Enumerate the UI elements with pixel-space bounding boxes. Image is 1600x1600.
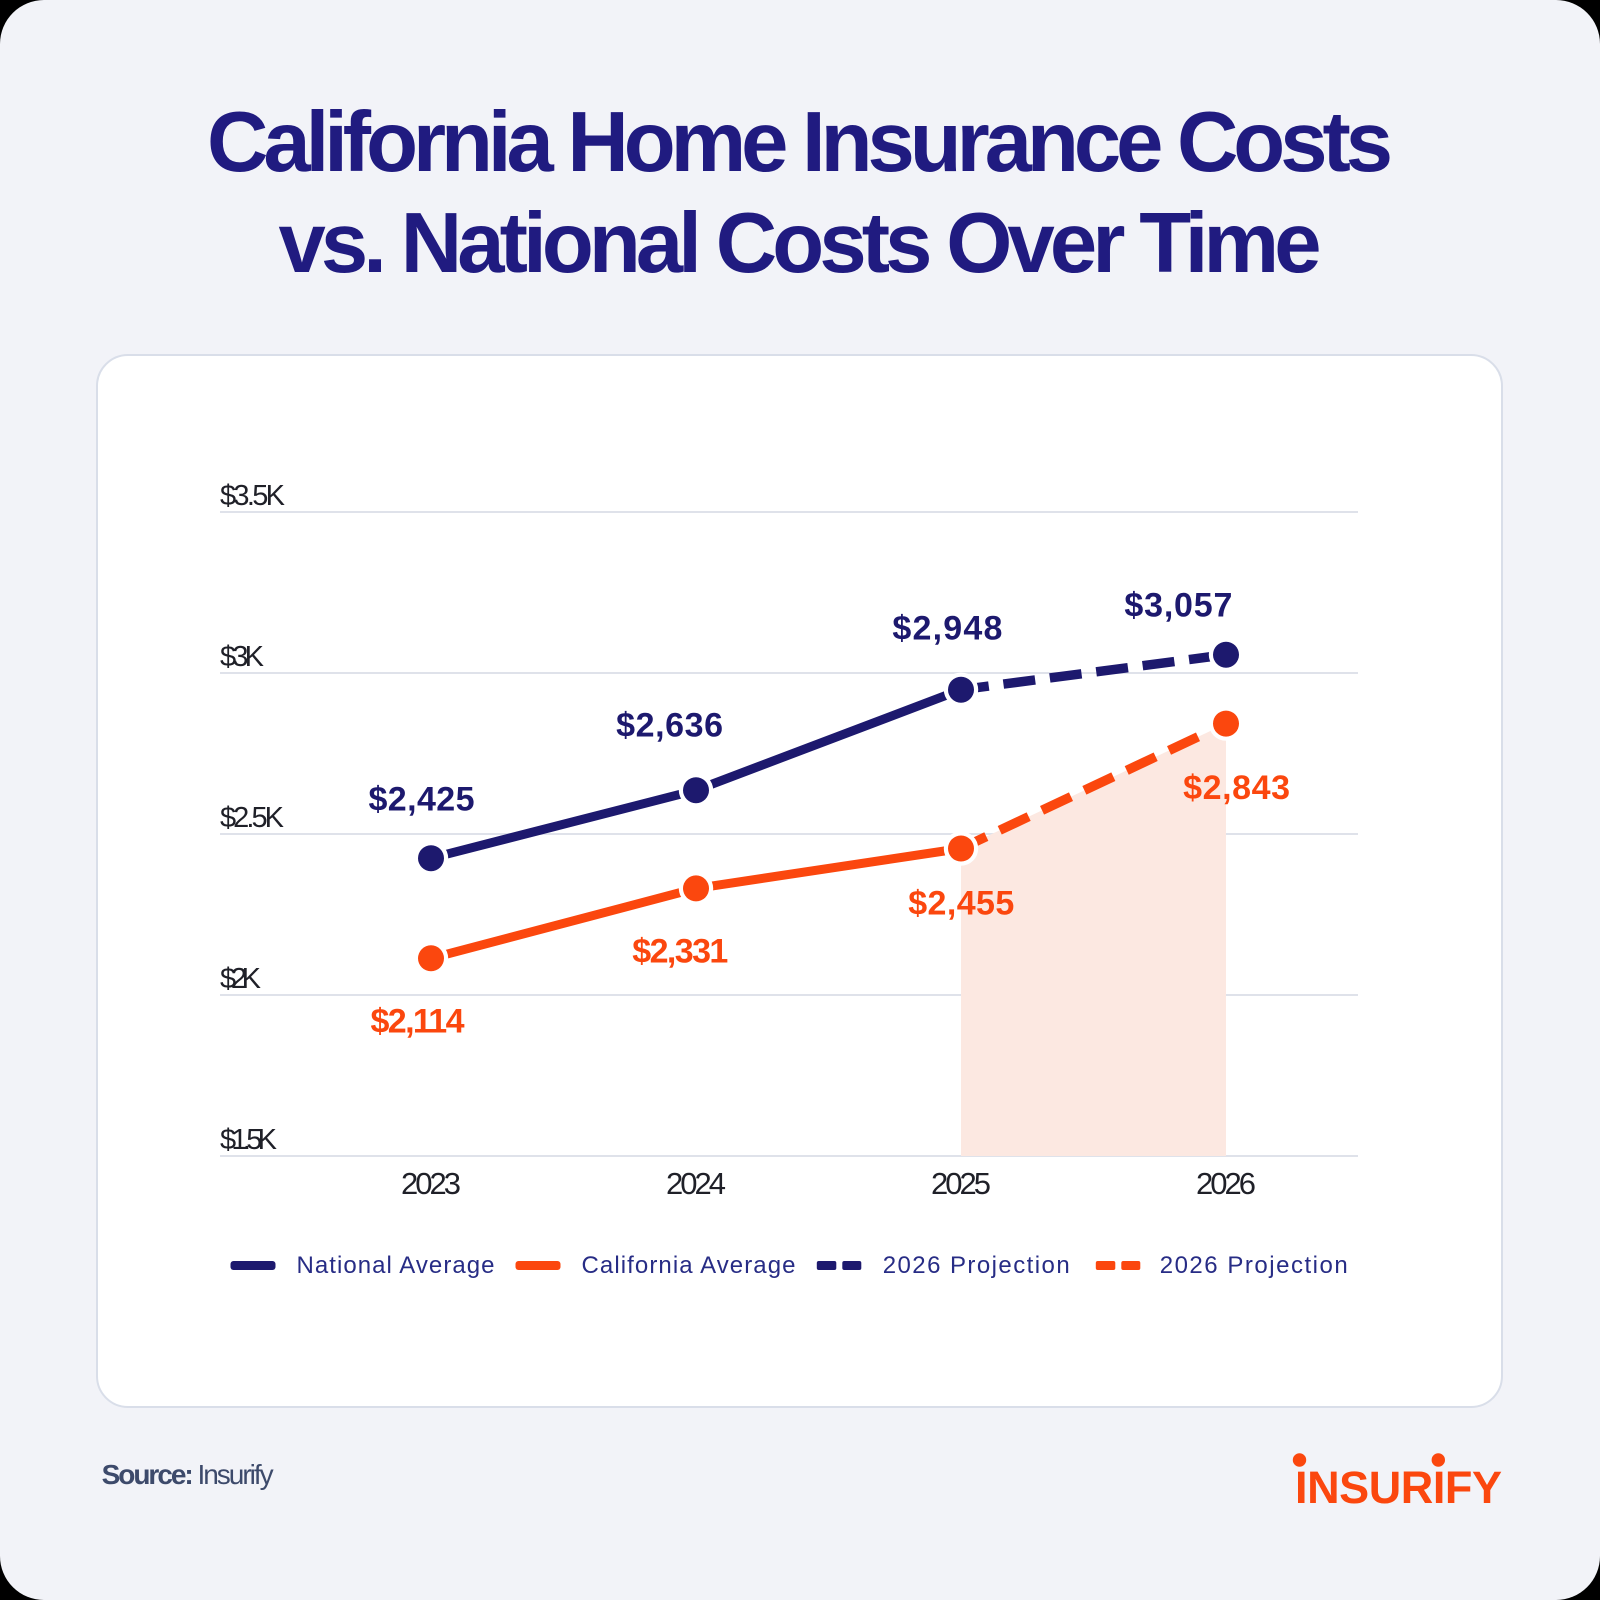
svg-text:$2,843: $2,843: [1183, 769, 1290, 807]
svg-text:2026: 2026: [1196, 1166, 1256, 1201]
svg-text:$3.5K: $3.5K: [220, 480, 286, 512]
svg-text:$2,948: $2,948: [892, 609, 1002, 647]
svg-text:$2,425: $2,425: [369, 781, 475, 819]
svg-text:$2,636: $2,636: [616, 706, 723, 744]
svg-text:California Average: California Average: [582, 1252, 796, 1279]
svg-text:2026 Projection: 2026 Projection: [1160, 1252, 1348, 1279]
svg-text:2025: 2025: [931, 1166, 991, 1201]
svg-text:$3,057: $3,057: [1124, 587, 1232, 625]
svg-text:$2.5K: $2.5K: [220, 802, 285, 834]
svg-text:$2K: $2K: [220, 963, 262, 995]
svg-text:National Average: National Average: [297, 1252, 495, 1279]
svg-text:$2,114: $2,114: [371, 1003, 465, 1041]
svg-text:$2,455: $2,455: [908, 884, 1014, 922]
svg-text:2023: 2023: [401, 1166, 461, 1201]
svg-text:$2,331: $2,331: [632, 932, 728, 970]
svg-text:$1.5K: $1.5K: [220, 1124, 278, 1156]
svg-text:2024: 2024: [666, 1166, 726, 1201]
svg-text:Source: Insurify: Source: Insurify: [102, 1459, 274, 1490]
svg-text:2026 Projection: 2026 Projection: [883, 1252, 1070, 1279]
svg-text:California Home Insurance Cost: California Home Insurance Costs: [207, 95, 1393, 190]
svg-text:$3K: $3K: [220, 641, 265, 673]
svg-text:INSURIFY: INSURIFY: [1295, 1462, 1502, 1513]
svg-text:vs. National Costs Over Time: vs. National Costs Over Time: [279, 196, 1322, 291]
